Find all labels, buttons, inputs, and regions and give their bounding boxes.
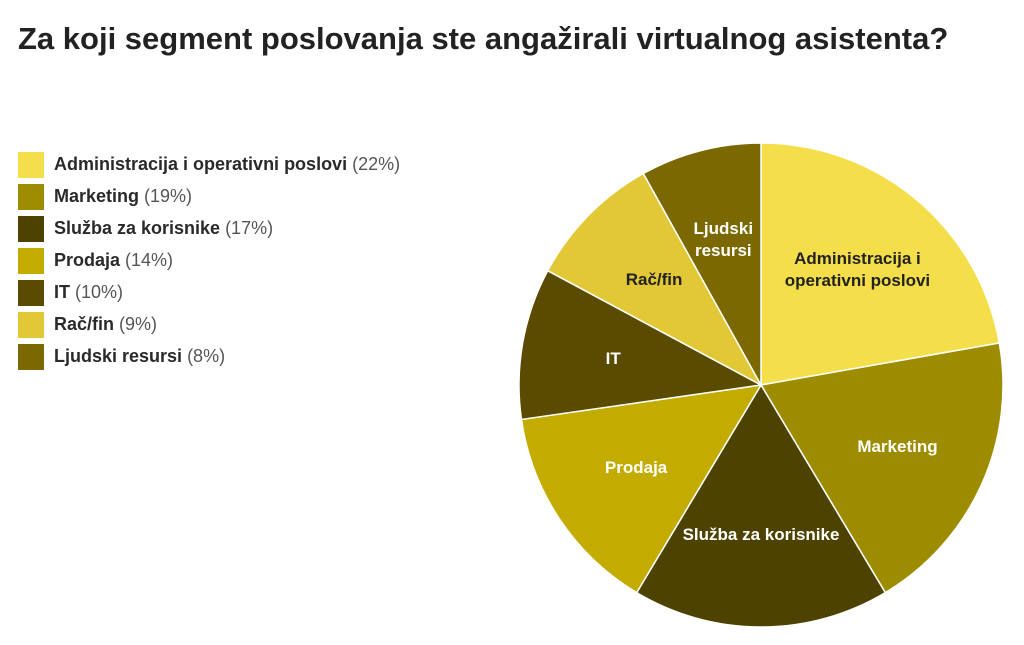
slice-label: IT bbox=[605, 348, 621, 368]
legend-text: IT (10%) bbox=[54, 280, 123, 304]
pie-slice bbox=[642, 142, 762, 388]
legend-text: Rač/fin (9%) bbox=[54, 312, 157, 336]
pie-slice bbox=[520, 384, 763, 594]
legend-item: Marketing (19%) bbox=[18, 184, 418, 210]
slice-label: Rač/fin bbox=[625, 269, 683, 289]
legend-swatch bbox=[18, 152, 44, 178]
legend-item: IT (10%) bbox=[18, 280, 418, 306]
legend-swatch bbox=[18, 216, 44, 242]
legend-value: (17%) bbox=[225, 218, 274, 238]
pie-slice bbox=[759, 342, 1004, 594]
legend-text: Služba za korisnike (17%) bbox=[54, 216, 273, 240]
legend-value: (10%) bbox=[75, 282, 124, 302]
pie-slice bbox=[760, 142, 1001, 386]
slice-label: Administracija i operativni poslovi bbox=[784, 249, 931, 291]
legend-label: Ljudski resursi bbox=[54, 346, 183, 366]
legend-label: Administracija i operativni poslovi bbox=[54, 154, 348, 174]
legend-swatch bbox=[18, 280, 44, 306]
legend-text: Prodaja (14%) bbox=[54, 248, 173, 272]
legend-text: Ljudski resursi (8%) bbox=[54, 344, 225, 368]
legend-label: Služba za korisnike bbox=[54, 218, 221, 238]
legend-item: Prodaja (14%) bbox=[18, 248, 418, 274]
legend-value: (14%) bbox=[125, 250, 174, 270]
chart-title: Za koji segment poslovanja ste angažiral… bbox=[18, 21, 949, 56]
slice-label: Prodaja bbox=[604, 458, 668, 478]
legend: Administracija i operativni poslovi (22%)… bbox=[18, 152, 418, 376]
legend-swatch bbox=[18, 312, 44, 338]
legend-value: (8%) bbox=[187, 346, 226, 366]
legend-value: (22%) bbox=[352, 154, 401, 174]
legend-value: (9%) bbox=[119, 314, 158, 334]
legend-text: Administracija i operativni poslovi (22%) bbox=[54, 152, 400, 176]
legend-item: Administracija i operativni poslovi (22%) bbox=[18, 152, 418, 178]
slice-label: Služba za korisnike bbox=[682, 525, 840, 545]
legend-item: Služba za korisnike (17%) bbox=[18, 216, 418, 242]
legend-label: Marketing bbox=[54, 186, 140, 206]
pie-slice bbox=[546, 172, 763, 387]
pie-slice bbox=[518, 269, 764, 421]
legend-label: Rač/fin bbox=[54, 314, 115, 334]
legend-value: (19%) bbox=[144, 186, 193, 206]
legend-swatch bbox=[18, 248, 44, 274]
slice-label: Ljudski resursi bbox=[693, 218, 754, 260]
legend-label: Prodaja bbox=[54, 250, 121, 270]
legend-item: Rač/fin (9%) bbox=[18, 312, 418, 338]
pie-slice bbox=[635, 383, 887, 628]
legend-text: Marketing (19%) bbox=[54, 184, 192, 208]
legend-label: IT bbox=[54, 282, 70, 302]
legend-item: Ljudski resursi (8%) bbox=[18, 344, 418, 370]
legend-swatch bbox=[18, 184, 44, 210]
legend-swatch bbox=[18, 344, 44, 370]
slice-label: Marketing bbox=[857, 437, 938, 457]
